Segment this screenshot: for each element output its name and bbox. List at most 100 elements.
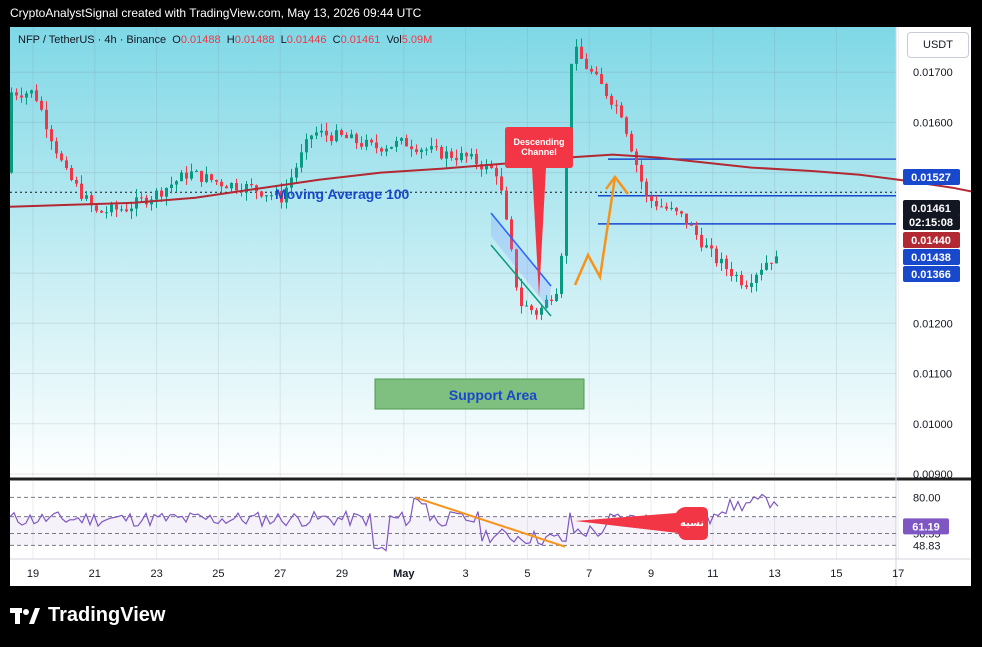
- price-badge-label: 0.01461: [911, 203, 951, 215]
- time-axis[interactable]: 19 21 23 25 27 29 May 3 5 7 9 11 13 15 17: [27, 568, 904, 580]
- candle-body: [690, 224, 693, 226]
- rsi-tick-label: 80.00: [913, 492, 941, 504]
- candle-body: [205, 174, 208, 182]
- candle-body: [450, 151, 453, 158]
- candle-body: [430, 146, 433, 150]
- drawings[interactable]: [490, 127, 629, 317]
- candle-body: [215, 180, 218, 182]
- candle-body: [95, 205, 98, 211]
- price-badge-box: [903, 200, 960, 216]
- candle-body: [620, 105, 623, 118]
- price-badge-box: [903, 232, 960, 248]
- candle-body: [615, 104, 618, 106]
- candle-body: [535, 310, 538, 315]
- time-tick-label: 27: [274, 568, 286, 580]
- candle-body: [250, 184, 253, 186]
- candle-body: [220, 181, 223, 187]
- candle-body: [90, 195, 93, 206]
- candle-body: [550, 299, 553, 301]
- candle-body: [35, 90, 38, 101]
- candle-body: [70, 167, 73, 180]
- candle-body: [325, 130, 328, 136]
- time-tick-label: 5: [524, 568, 530, 580]
- candle-body: [510, 219, 513, 250]
- candle-body: [335, 130, 338, 142]
- channel-fill: [491, 213, 551, 309]
- candle-body: [735, 274, 738, 277]
- candle-body: [720, 258, 723, 264]
- candle-body: [605, 83, 608, 96]
- candle-body: [775, 256, 778, 264]
- price-tick-label: 0.01000: [913, 419, 953, 431]
- candle-body: [465, 153, 468, 157]
- candle-body: [705, 245, 708, 248]
- candle-body: [595, 71, 598, 75]
- candle-body: [75, 179, 78, 184]
- candle-body: [675, 207, 678, 212]
- candle-body: [500, 176, 503, 191]
- candle-body: [105, 212, 108, 214]
- candle-body: [225, 186, 228, 189]
- rsi-trendline: [414, 496, 566, 548]
- tradingview-logo-icon: [10, 607, 40, 624]
- price-tick-label: 0.01200: [913, 318, 953, 330]
- rsi-value-badge: [903, 518, 949, 535]
- tradingview-brand: TradingView: [10, 604, 165, 627]
- candle-body: [140, 197, 143, 199]
- candle-body: [350, 134, 353, 139]
- candle-body: [110, 204, 113, 213]
- candle-body: [440, 147, 443, 159]
- candle-body: [695, 225, 698, 235]
- candle-body: [420, 149, 423, 153]
- candle-body: [555, 293, 558, 301]
- candle-body: [655, 201, 658, 207]
- candle-body: [560, 255, 563, 294]
- plot-background: [10, 27, 896, 478]
- time-tick-label: 11: [707, 568, 718, 580]
- price-badge-box: [903, 214, 960, 230]
- chart-area[interactable]: 0.017000.016000.015000.013000.012000.011…: [10, 27, 971, 586]
- candle-body: [315, 132, 318, 136]
- candle-body: [740, 274, 743, 286]
- descending-channel-label: Descending: [513, 137, 564, 147]
- candle-body: [10, 92, 13, 173]
- candle-body: [770, 262, 773, 264]
- candle-body: [310, 135, 313, 140]
- time-tick-label: 9: [648, 568, 654, 580]
- candle-body: [200, 170, 203, 182]
- moving-average-line: [10, 153, 971, 208]
- candle-body: [375, 142, 378, 149]
- candle-body: [55, 141, 58, 154]
- candle-body: [170, 184, 173, 189]
- price-badge-label: 0.01438: [911, 252, 951, 264]
- candle-body: [380, 148, 383, 152]
- candle-body: [15, 92, 18, 96]
- candle-body: [355, 134, 358, 144]
- candle-body: [185, 172, 188, 179]
- time-tick-label: 17: [892, 568, 904, 580]
- candle-body: [190, 171, 193, 179]
- candle-body: [395, 140, 398, 147]
- candle-body: [745, 285, 748, 287]
- candle-body: [30, 90, 33, 94]
- candle-body: [115, 204, 118, 210]
- candle-body: [490, 163, 493, 169]
- candle-body: [445, 151, 448, 159]
- price-chart[interactable]: 0.017000.016000.015000.013000.012000.011…: [10, 27, 971, 586]
- candle-body: [85, 195, 88, 199]
- price-badge-label: 0.01527: [911, 172, 951, 184]
- candle-body: [455, 157, 458, 161]
- candle-body: [495, 168, 498, 177]
- candle-body: [345, 134, 348, 139]
- candle-body: [425, 149, 428, 151]
- support-area: [374, 378, 585, 410]
- currency-button[interactable]: USDT: [907, 32, 969, 58]
- horizontal-levels[interactable]: [10, 158, 896, 225]
- close-value: 0.01461: [340, 34, 381, 46]
- price-axis[interactable]: 0.017000.016000.015000.013000.012000.011…: [913, 67, 953, 552]
- time-tick-label: 15: [830, 568, 842, 580]
- candle-body: [180, 172, 183, 182]
- candle-body: [390, 146, 393, 149]
- candle-body: [505, 190, 508, 220]
- descending-channel-callout: [505, 127, 573, 297]
